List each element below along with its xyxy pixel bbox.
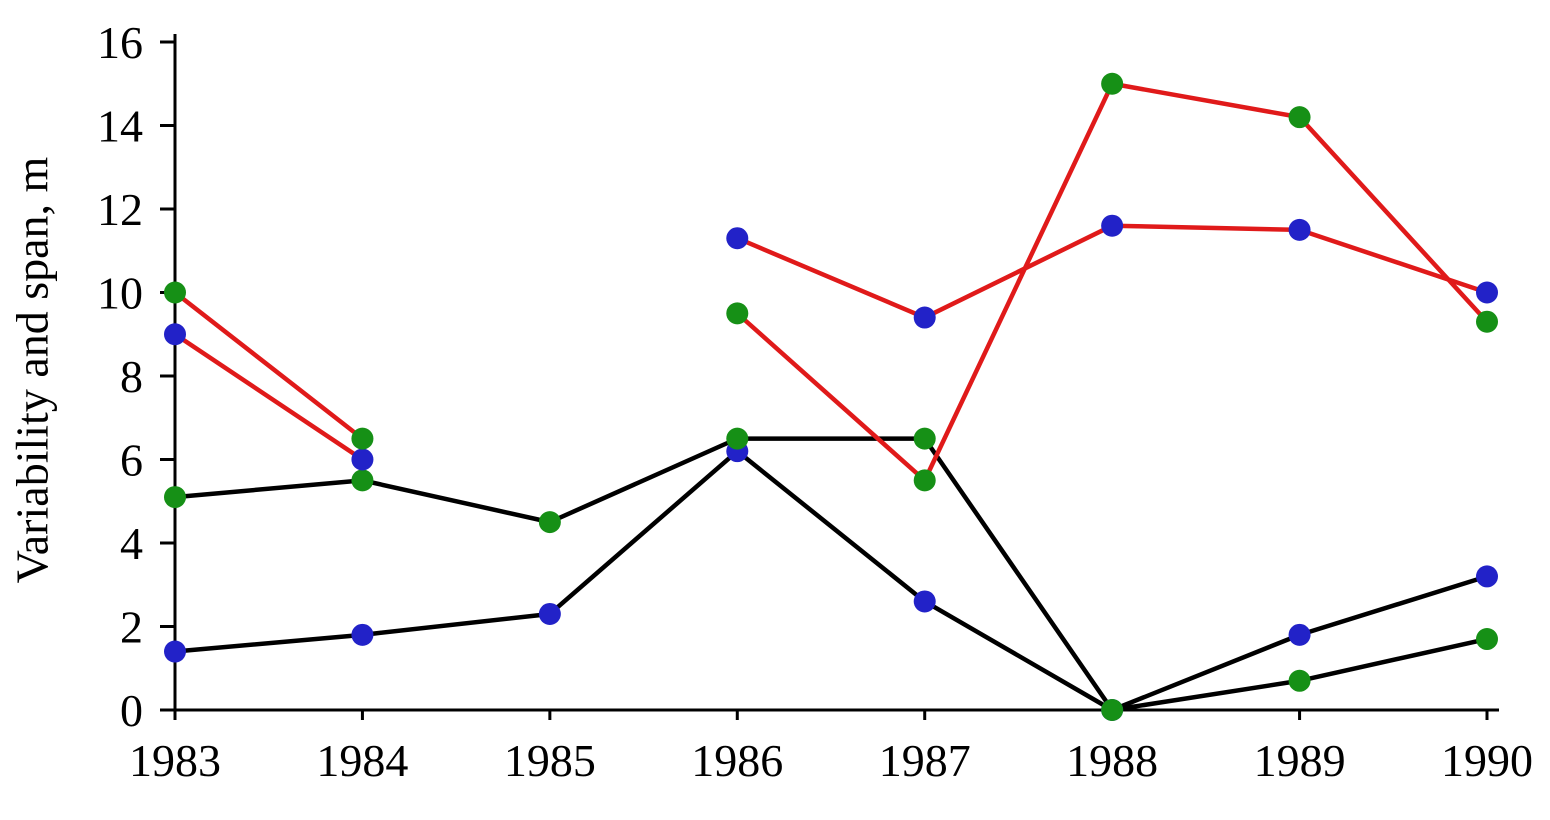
series-line-red-line-blue-markers <box>735 223 1490 320</box>
x-tick-label: 1985 <box>504 735 596 786</box>
x-tick-label: 1990 <box>1441 735 1533 786</box>
marker-red-line-green-markers <box>1476 310 1498 333</box>
x-tick-label: 1987 <box>879 735 971 786</box>
y-tick-label: 10 <box>97 268 143 319</box>
marker-red-line-green-markers <box>913 469 936 492</box>
x-tick-label: 1989 <box>1254 735 1346 786</box>
marker-red-line-green-markers <box>1288 106 1311 129</box>
marker-black-line-green-markers <box>1288 669 1311 692</box>
x-tick-label: 1986 <box>691 735 783 786</box>
y-tick-label: 16 <box>97 17 143 68</box>
marker-black-line-blue-markers <box>164 640 186 663</box>
y-tick-label: 14 <box>97 101 143 152</box>
x-tick-label: 1988 <box>1066 735 1158 786</box>
marker-black-line-green-markers <box>1101 699 1124 721</box>
marker-black-line-blue-markers <box>538 602 561 625</box>
marker-black-line-green-markers <box>351 469 374 492</box>
marker-black-line-green-markers <box>726 427 749 450</box>
marker-black-line-green-markers <box>164 486 186 509</box>
marker-black-line-blue-markers <box>351 623 374 646</box>
marker-red-line-green-markers <box>164 281 186 304</box>
series-line-red-line-green-markers <box>735 81 1490 483</box>
marker-red-line-green-markers <box>1101 72 1124 95</box>
marker-black-line-green-markers <box>913 427 936 450</box>
x-tick-label: 1984 <box>316 735 408 786</box>
marker-red-line-blue-markers <box>1288 218 1311 241</box>
y-tick-label: 0 <box>120 685 143 736</box>
marker-red-line-blue-markers <box>1476 281 1498 304</box>
marker-black-line-blue-markers <box>1476 565 1498 588</box>
marker-black-line-green-markers <box>538 511 561 534</box>
y-tick-label: 2 <box>120 602 143 653</box>
marker-red-line-blue-markers <box>1101 214 1124 237</box>
y-tick-label: 4 <box>120 518 143 569</box>
marker-red-line-blue-markers <box>164 323 186 346</box>
series-line-red-line-green-markers <box>172 290 365 441</box>
marker-black-line-blue-markers <box>1288 623 1311 646</box>
marker-red-line-blue-markers <box>726 227 749 250</box>
marker-black-line-green-markers <box>1476 628 1498 651</box>
series-line-red-line-blue-markers <box>172 332 365 462</box>
marker-red-line-green-markers <box>351 427 374 450</box>
y-axis-title: Variability and span, m <box>6 156 58 584</box>
y-tick-label: 6 <box>120 435 143 486</box>
marker-black-line-blue-markers <box>913 590 936 613</box>
series-line-black-line-green-markers <box>172 436 1490 713</box>
y-tick-label: 8 <box>120 351 143 402</box>
marker-red-line-green-markers <box>726 302 749 325</box>
marker-red-line-blue-markers <box>913 306 936 329</box>
series-line-black-line-blue-markers <box>172 448 1490 713</box>
x-tick-label: 1983 <box>129 735 221 786</box>
y-tick-label: 12 <box>97 184 143 235</box>
marker-red-line-blue-markers <box>351 448 374 471</box>
